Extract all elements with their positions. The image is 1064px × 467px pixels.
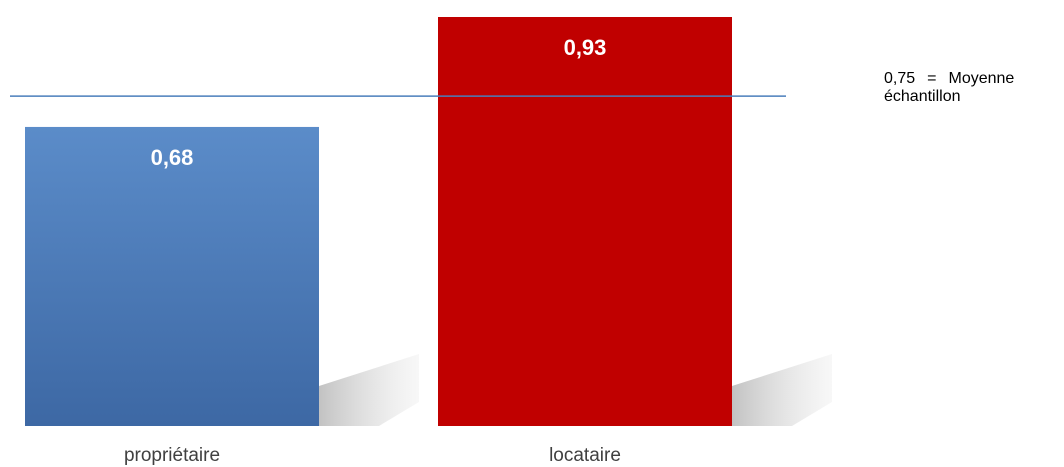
bar-value-label: 0,93 — [564, 35, 607, 60]
reference-equals: = — [927, 70, 937, 87]
reference-value: 0,75 — [884, 70, 916, 87]
reference-word: Moyenne — [948, 70, 1015, 87]
bar-shadow — [319, 354, 419, 426]
bar-locataire — [438, 17, 732, 426]
category-label: propriétaire — [124, 445, 220, 466]
bar-value-label: 0,68 — [151, 145, 194, 170]
category-label: locataire — [549, 445, 621, 466]
bar-shadow — [732, 354, 832, 426]
reference-line-label: 0,75 = Moyenne échantillon — [884, 70, 1062, 106]
reference-line-label-line2: échantillon — [884, 88, 961, 105]
reference-line-label-line1: 0,75 = Moyenne — [884, 70, 1062, 88]
bar-proprietaire — [25, 126, 319, 427]
